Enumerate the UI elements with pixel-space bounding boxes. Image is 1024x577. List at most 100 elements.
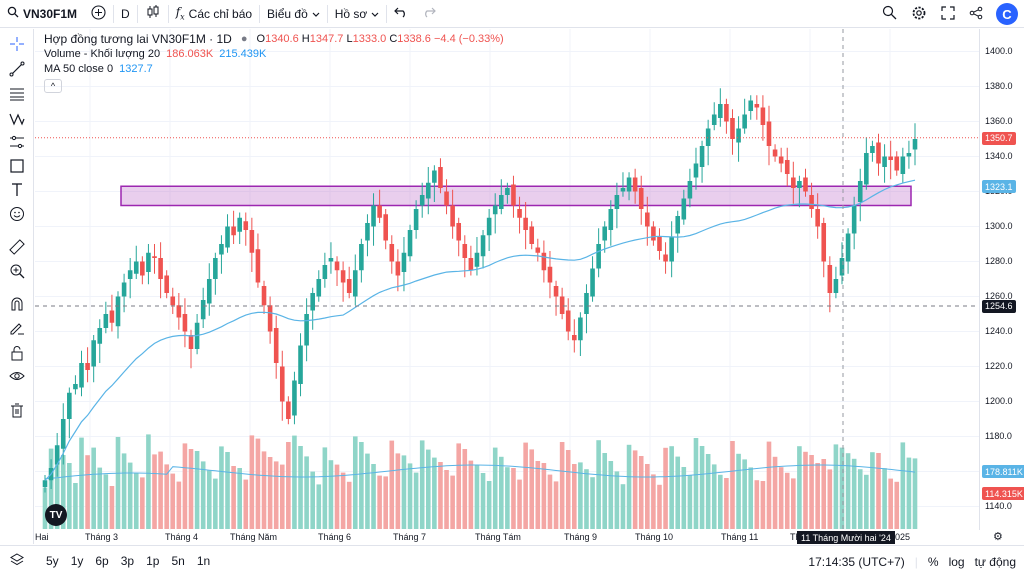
range-1m[interactable]: 1p: [146, 554, 160, 568]
rectangle-icon[interactable]: [8, 157, 26, 175]
candle-body: [711, 114, 717, 125]
candle-body: [699, 146, 705, 167]
range-6m[interactable]: 6p: [95, 554, 109, 568]
volume-bar: [772, 456, 778, 529]
volume-bar: [572, 464, 577, 529]
interval-button[interactable]: D: [114, 0, 137, 28]
legend-volume-row[interactable]: Volume - Khối lượng 20 186.063K 215.439K: [44, 47, 504, 62]
volume-bar: [912, 458, 918, 529]
profile-button[interactable]: Hồ sơ: [328, 0, 387, 28]
candle-body: [906, 153, 912, 157]
volume-bar: [170, 473, 176, 529]
candle-body: [748, 100, 754, 111]
drawing-toolbar: [0, 29, 34, 544]
volume-bar: [906, 457, 912, 529]
eye-icon[interactable]: [8, 367, 26, 385]
fib-lines-icon[interactable]: [8, 85, 26, 103]
candle-body: [468, 258, 474, 271]
volume-bar: [322, 447, 328, 529]
text-icon[interactable]: [8, 181, 26, 199]
time-axis[interactable]: Hai Tháng 3 Tháng 4 Tháng Năm Tháng 6 Tháng 7…: [35, 530, 1003, 544]
candle-type-button[interactable]: [138, 0, 168, 28]
stay-in-drawing-icon[interactable]: [8, 319, 26, 337]
volume-bar: [791, 478, 796, 529]
candle-body: [584, 293, 589, 314]
candle-body: [486, 217, 492, 236]
settings-button[interactable]: [904, 0, 934, 28]
volume-bar: [638, 456, 644, 529]
quick-search-button[interactable]: [875, 0, 904, 28]
chart-type-button[interactable]: Biểu đồ: [260, 0, 327, 28]
redo-button[interactable]: [415, 0, 443, 28]
candle-body: [146, 252, 151, 272]
axis-settings-icon[interactable]: ⚙: [993, 531, 1003, 543]
share-icon: [969, 6, 983, 23]
time-tick-label: 2025: [890, 532, 911, 542]
legend-collapse-button[interactable]: ^: [44, 79, 62, 93]
trash-icon[interactable]: [8, 401, 26, 419]
emoji-icon[interactable]: [8, 205, 26, 223]
volume-bar: [54, 449, 60, 529]
symbol-search[interactable]: VN30F1M: [0, 0, 84, 28]
volume-bar: [456, 443, 462, 529]
range-5y[interactable]: 5y: [46, 554, 59, 568]
volume-bar: [352, 436, 358, 529]
volume-bar: [705, 454, 711, 529]
candle-body: [352, 270, 358, 297]
volume-bar: [742, 459, 747, 529]
magnet-icon[interactable]: [8, 295, 26, 313]
redo-icon: [422, 6, 437, 21]
range-3m[interactable]: 3p: [120, 554, 135, 568]
layers-icon: [10, 552, 24, 570]
divider: [386, 4, 388, 23]
volume-bar: [255, 438, 261, 529]
volume-bar: [133, 473, 139, 529]
price-axis[interactable]: 1400.01380.01360.01340.01320.01300.01280…: [979, 29, 1024, 530]
log-toggle[interactable]: log: [948, 554, 965, 569]
crosshair-icon[interactable]: [8, 35, 26, 53]
forecast-icon[interactable]: [8, 133, 26, 151]
volume-bar: [425, 449, 431, 529]
candle-body: [608, 209, 614, 230]
volume-bar: [578, 462, 583, 529]
layers-button[interactable]: [0, 552, 34, 570]
tradingview-logo[interactable]: TV: [45, 504, 67, 526]
ruler-icon[interactable]: [8, 238, 26, 256]
range-1y[interactable]: 1y: [70, 554, 84, 568]
pattern-icon[interactable]: [8, 110, 26, 128]
candle-body: [529, 226, 535, 244]
price-chart[interactable]: [35, 29, 979, 530]
candle-body: [681, 198, 687, 220]
volume-bar: [748, 467, 754, 529]
volume-bar: [821, 459, 827, 529]
range-1d[interactable]: 1n: [196, 554, 211, 568]
chevron-down-icon: [312, 7, 320, 21]
volume-ma-line: [44, 464, 916, 480]
volume-bar: [304, 456, 309, 529]
trend-line-icon[interactable]: [8, 60, 26, 78]
volume-bar: [383, 476, 388, 529]
volume-bar: [206, 470, 212, 529]
share-button[interactable]: [962, 0, 990, 28]
compare-button[interactable]: [84, 0, 113, 28]
candle-body: [736, 128, 741, 143]
clock-time[interactable]: 17:14:35 (UTC+7): [808, 554, 905, 569]
undo-button[interactable]: [387, 0, 415, 28]
volume-bar: [267, 457, 273, 529]
time-tick-label: Tháng 3: [85, 532, 119, 542]
lock-icon[interactable]: [8, 344, 26, 362]
volume-bar: [608, 461, 614, 529]
candle-body: [279, 366, 285, 402]
legend-ma-row[interactable]: MA 50 close 0 1327.7: [44, 62, 504, 77]
fullscreen-button[interactable]: [934, 0, 962, 28]
volume-bar: [91, 447, 96, 529]
range-5d[interactable]: 5n: [171, 554, 185, 568]
brand-logo-icon[interactable]: C: [996, 3, 1018, 25]
candle-body: [444, 191, 449, 206]
zoom-in-icon[interactable]: [8, 262, 26, 280]
volume-bar: [651, 474, 656, 529]
percent-toggle[interactable]: %: [927, 554, 939, 569]
indicators-button[interactable]: fx Các chỉ báo: [169, 0, 259, 28]
auto-scale-toggle[interactable]: tự động: [974, 554, 1016, 569]
candle-body: [127, 270, 133, 279]
